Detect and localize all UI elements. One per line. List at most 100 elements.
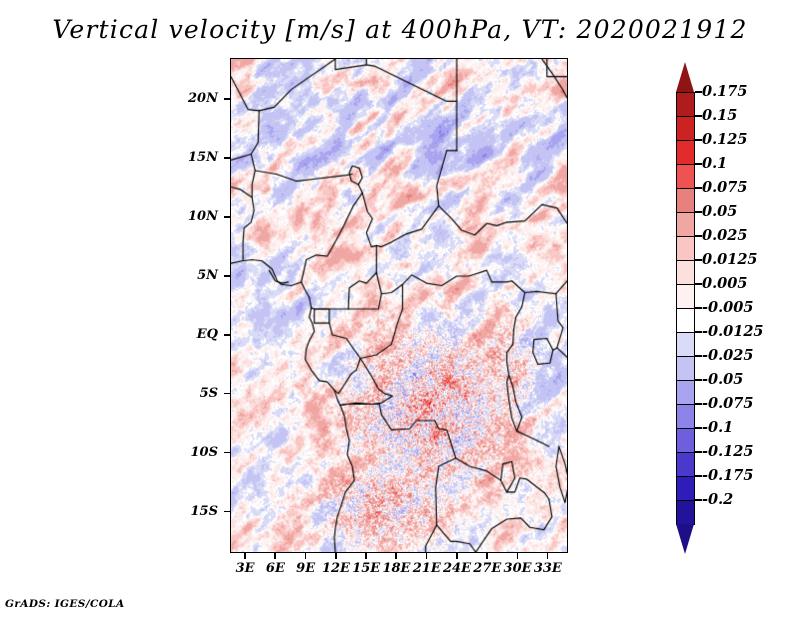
y-axis-label: 10N: [188, 209, 218, 225]
colorbar-tick-mark: [695, 211, 702, 213]
colorbar-band: [676, 92, 695, 118]
x-axis-label: 30E: [503, 561, 532, 576]
colorbar-band: [676, 380, 695, 406]
x-axis-tick-mark: [365, 553, 367, 559]
colorbar-tick-mark: [695, 355, 702, 357]
colorbar-band: [676, 332, 695, 358]
colorbar-tick-label: -0.175: [702, 467, 754, 484]
x-axis-tick-mark: [516, 553, 519, 559]
colorbar-band: [676, 188, 695, 214]
y-axis-tick-mark: [224, 157, 230, 159]
x-axis-tick-mark: [274, 553, 276, 559]
y-axis-tick-mark: [224, 392, 230, 395]
colorbar-tick-mark: [695, 283, 702, 285]
colorbar-tick-mark: [695, 235, 702, 237]
colorbar-tick-label: -0.005: [702, 299, 754, 316]
page-title: Vertical velocity [m/s] at 400hPa, VT: 2…: [52, 15, 748, 44]
colorbar-tick-label: 0.175: [702, 83, 748, 100]
colorbar-tick-label: 0.005: [702, 275, 748, 292]
colorbar-tick-mark: [695, 331, 702, 333]
x-axis-tick-mark: [334, 553, 337, 559]
y-axis-label: 5S: [199, 385, 218, 401]
y-axis-tick-mark: [224, 216, 230, 218]
colorbar: [676, 62, 698, 554]
x-axis-label: 3E: [235, 561, 255, 576]
colorbar-tick-mark: [695, 187, 702, 189]
colorbar-tick-label: -0.2: [702, 491, 734, 508]
colorbar-band: [676, 308, 695, 334]
map-plot-area: [230, 58, 568, 553]
colorbar-tick-mark: [695, 379, 702, 381]
colorbar-under-arrow: [676, 524, 694, 554]
colorbar-band: [676, 212, 695, 238]
x-axis-label: 9E: [296, 561, 316, 576]
colorbar-band: [676, 164, 695, 190]
colorbar-tick-label: 0.075: [702, 179, 748, 196]
y-axis-tick-mark: [224, 98, 230, 100]
x-axis-label: 27E: [473, 561, 502, 576]
country-borders-overlay: [231, 59, 567, 552]
x-axis-label: 33E: [533, 561, 562, 576]
y-axis-label: 20N: [188, 91, 218, 107]
colorbar-tick-label: -0.075: [702, 395, 754, 412]
x-axis-tick-mark: [456, 553, 458, 559]
x-axis-tick-mark: [425, 553, 428, 559]
colorbar-tick-mark: [695, 307, 702, 309]
colorbar-band: [676, 500, 695, 526]
x-axis-tick-mark: [486, 553, 488, 559]
x-axis-label: 6E: [265, 561, 285, 576]
colorbar-tick-label: 0.15: [702, 107, 738, 124]
x-axis-label: 24E: [443, 561, 471, 576]
x-axis-tick-mark: [546, 553, 549, 559]
colorbar-band: [676, 116, 695, 142]
colorbar-tick-mark: [695, 475, 702, 477]
y-axis-label: 5N: [197, 268, 218, 284]
colorbar-tick-label: 0.125: [702, 131, 748, 148]
colorbar-band: [676, 284, 695, 310]
x-axis-tick-mark: [244, 553, 246, 559]
colorbar-tick-mark: [695, 115, 702, 117]
colorbar-tick-label: -0.025: [702, 347, 754, 364]
colorbar-over-arrow: [676, 62, 694, 92]
x-axis-label: 12E: [321, 561, 350, 576]
colorbar-tick-mark: [695, 499, 702, 501]
y-axis-tick-mark: [224, 510, 230, 513]
x-axis-label: 21E: [412, 561, 441, 576]
colorbar-tick-mark: [695, 259, 702, 261]
y-axis-label: 15S: [190, 503, 218, 519]
colorbar-band: [676, 428, 695, 454]
colorbar-tick-mark: [695, 139, 702, 141]
colorbar-band: [676, 236, 695, 262]
colorbar-band: [676, 404, 695, 430]
colorbar-band: [676, 452, 695, 478]
y-axis-label: EQ: [196, 326, 218, 342]
x-axis-tick-mark: [304, 553, 307, 559]
y-axis-tick-mark: [224, 275, 230, 277]
x-axis-tick-mark: [395, 553, 398, 559]
colorbar-tick-label: 0.05: [702, 203, 738, 220]
colorbar-tick-mark: [695, 403, 702, 405]
colorbar-tick-label: 0.025: [702, 227, 748, 244]
colorbar-tick-label: 0.1: [702, 155, 728, 172]
colorbar-band: [676, 476, 695, 502]
y-axis-label: 10S: [190, 444, 218, 460]
x-axis-label: 18E: [382, 561, 411, 576]
y-axis-tick-mark: [224, 451, 230, 454]
colorbar-tick-label: -0.0125: [702, 323, 764, 340]
colorbar-band: [676, 140, 695, 166]
colorbar-tick-mark: [695, 451, 702, 453]
colorbar-tick-label: -0.1: [702, 419, 734, 436]
colorbar-tick-mark: [695, 91, 702, 93]
y-axis-tick-mark: [224, 333, 230, 336]
colorbar-tick-label: -0.05: [702, 371, 744, 388]
grads-attribution: GrADS: IGES/COLA: [5, 598, 125, 610]
colorbar-band: [676, 260, 695, 286]
colorbar-tick-label: -0.125: [702, 443, 754, 460]
colorbar-tick-label: 0.0125: [702, 251, 758, 268]
y-axis-label: 15N: [188, 150, 218, 166]
colorbar-tick-mark: [695, 163, 702, 165]
colorbar-band: [676, 356, 695, 382]
colorbar-tick-mark: [695, 427, 702, 429]
x-axis-label: 15E: [352, 561, 381, 576]
